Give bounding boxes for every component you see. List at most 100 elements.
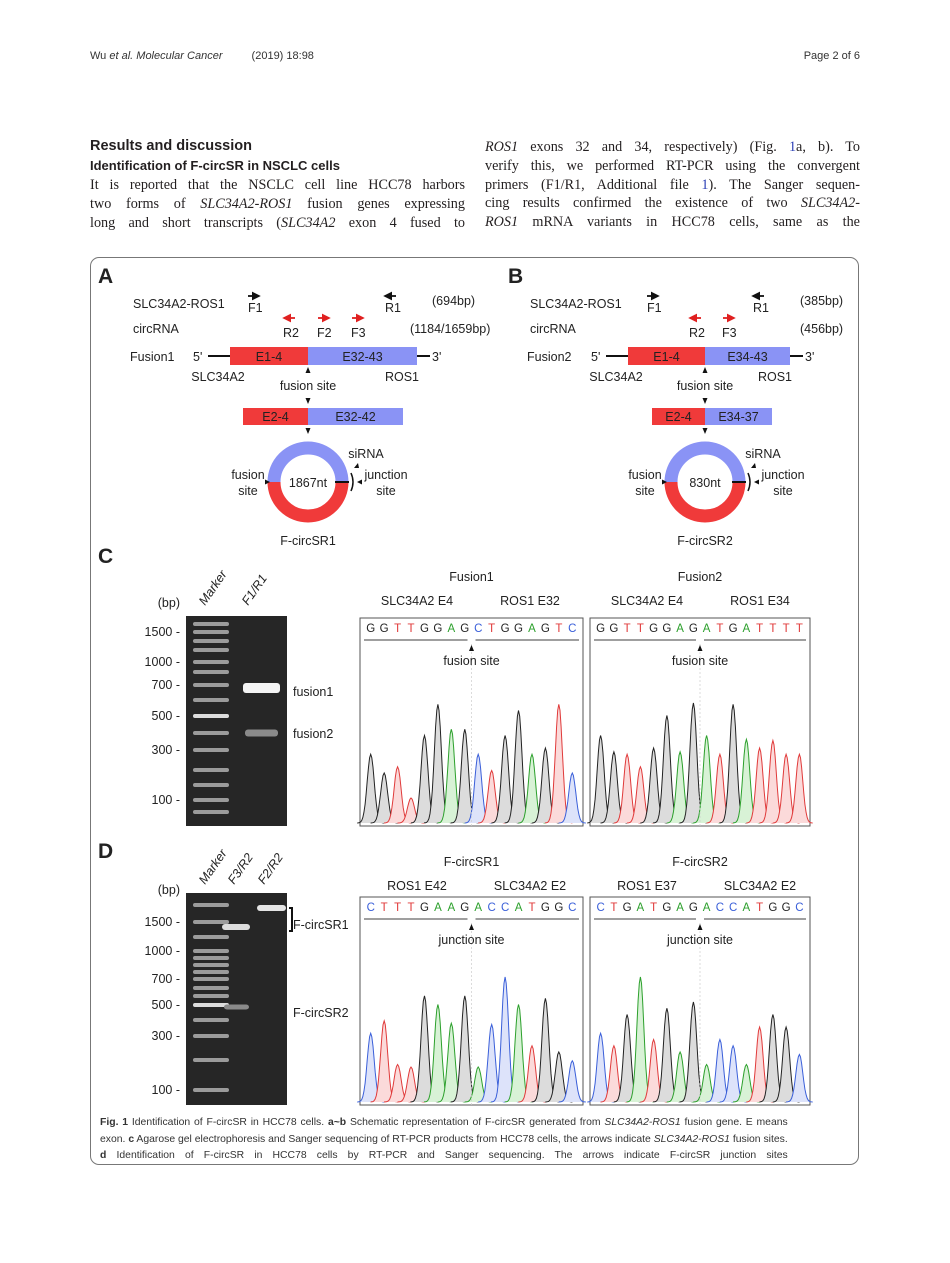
base-call: A: [528, 623, 536, 635]
size-tick: 500 -: [152, 998, 181, 1012]
base-peak-C: [785, 1053, 813, 1103]
gene-name: ROS1: [758, 370, 792, 384]
base-call: G: [623, 902, 632, 914]
sample-band: [222, 924, 250, 930]
circrna-ring-slc34a2: [664, 481, 746, 523]
ladder-band: [193, 714, 229, 718]
base-call: T: [756, 623, 763, 635]
base-peak-C: [558, 771, 586, 824]
text-line: cing results confirmed the existence of …: [485, 194, 860, 213]
circrna-ring-ros1: [664, 441, 746, 483]
lane-label: Marker: [196, 846, 230, 887]
arrowhead-down-icon: [305, 398, 311, 404]
five-prime-label: 5': [193, 350, 202, 364]
journal-etal: et al.: [109, 50, 134, 62]
ladder-band: [193, 810, 229, 814]
text-line: It is reported that the NSCLC cell line …: [90, 176, 465, 195]
base-call: G: [662, 623, 671, 635]
base-call: C: [474, 623, 482, 635]
ladder-band: [193, 748, 229, 752]
arrowhead-down-icon: [702, 398, 708, 404]
ladder-band: [193, 698, 229, 702]
ladder-band: [193, 935, 229, 939]
circrna-ring-ros1: [267, 441, 349, 483]
primer-r1-label: R1: [753, 301, 769, 315]
product-size: (1184/1659bp): [410, 322, 490, 336]
circrna-length: 1867nt: [289, 476, 328, 490]
chromatogram-title: Fusion2: [678, 570, 723, 584]
base-call: G: [433, 623, 442, 635]
base-call: G: [514, 623, 523, 635]
text-run: ROS1: [485, 139, 519, 155]
arrowhead-up-icon: [305, 367, 311, 373]
base-call: G: [554, 902, 563, 914]
exon-label: ROS1 E42: [387, 879, 447, 893]
base-call: T: [796, 623, 803, 635]
text-run: cing results confirmed the existence of …: [485, 195, 801, 212]
panel-letter: B: [508, 265, 523, 288]
text-line: verify this, we performed RT-PCR using t…: [485, 157, 860, 176]
chromatogram-title: Fusion1: [449, 570, 494, 584]
exon-label: E2-4: [262, 410, 288, 424]
base-call: A: [637, 902, 645, 914]
arrowhead-up-icon: [697, 924, 703, 930]
band-label: fusion1: [293, 685, 333, 699]
ladder-band: [193, 683, 229, 687]
page-number: Page 2 of 6: [803, 50, 860, 62]
band-label: fusion2: [293, 727, 333, 741]
chromatogram-trace: [587, 702, 813, 824]
fusion-label: Fusion2: [527, 350, 572, 364]
exon-label: E34-43: [727, 350, 767, 364]
size-tick: 300 -: [152, 1029, 181, 1043]
base-call: T: [555, 623, 562, 635]
exon-label: SLC34A2 E2: [494, 879, 566, 893]
size-tick: 500 -: [152, 709, 181, 723]
text-run: fusion gene. E means: [680, 1117, 788, 1128]
site-label: fusion site: [443, 654, 499, 668]
base-call: G: [380, 623, 389, 635]
base-call: G: [689, 623, 698, 635]
text-run: Agarose gel electrophoresis and Sanger s…: [134, 1133, 654, 1145]
fusion-label: site: [635, 484, 655, 498]
primer-f1-label: F1: [647, 301, 662, 315]
band-label: F-circSR2: [293, 1006, 349, 1020]
panel-c: C (bp) Marker F1/R1 1500 - 1000 - 700 - 500 - 30…: [98, 545, 813, 827]
text-run: SLC34A2-ROS1: [200, 195, 293, 212]
reference-link[interactable]: 1: [701, 176, 709, 193]
arrowhead-up-icon: [469, 645, 474, 651]
product-size: (694bp): [432, 294, 475, 308]
sample-band: [243, 683, 280, 693]
arrowhead-right-icon: [662, 479, 667, 485]
circrna-ring-slc34a2: [267, 481, 349, 523]
figure-frame: [90, 257, 859, 1165]
base-call: G: [460, 902, 469, 914]
sirna-label: siRNA: [745, 447, 781, 461]
text-run: mRNA variants in HCC78 cells, same as th…: [518, 214, 860, 231]
text-run: Identification of F-circSR in HCC78 cell…: [128, 1117, 328, 1128]
text-line: long and short transcripts (SLC34A2 exon…: [90, 214, 465, 233]
base-call: C: [568, 902, 576, 914]
ladder-band: [193, 1034, 229, 1038]
chromatogram-title: F-circSR1: [444, 855, 500, 869]
gene-name: SLC34A2: [191, 370, 245, 384]
exon-label: E34-37: [718, 410, 758, 424]
text-run: two forms of: [90, 195, 201, 212]
text-run: exons 32 and 34, respectively) (Fig.: [518, 139, 789, 155]
ladder-band: [193, 1058, 229, 1062]
arrowhead-left-icon: [357, 479, 362, 485]
size-tick: 1500 -: [145, 625, 180, 639]
ladder-band: [193, 798, 229, 802]
sample-band: [245, 729, 278, 737]
chromatogram-title: F-circSR2: [672, 855, 728, 869]
base-call: A: [515, 902, 523, 914]
lane-label: F3/R2: [225, 851, 256, 887]
reference-link[interactable]: 1: [788, 139, 797, 155]
text-line: exon. c Agarose gel electrophoresis and …: [100, 1132, 788, 1149]
base-call: A: [676, 623, 684, 635]
base-call: T: [408, 902, 415, 914]
base-call: G: [541, 623, 550, 635]
base-call: G: [541, 902, 550, 914]
exon-block-slc34a2: [628, 347, 705, 365]
exon-label: E2-4: [665, 410, 691, 424]
